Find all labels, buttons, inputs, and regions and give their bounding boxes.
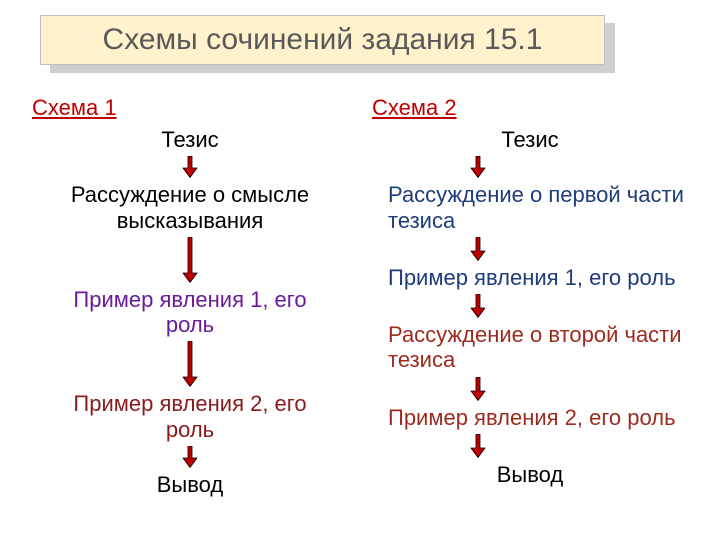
page-title: Схемы сочинений задания 15.1 (103, 23, 543, 57)
flow-node: Тезис (161, 127, 218, 152)
flow-node: Рассуждение о второй части тезиса (370, 322, 682, 373)
down-arrow-icon (470, 237, 486, 261)
flow-node: Рассуждение о первой части тезиса (370, 182, 684, 233)
down-arrow-icon (470, 156, 486, 178)
flow-node: Пример явления 1, егороль (73, 287, 306, 338)
title-container: Схемы сочинений задания 15.1 (40, 15, 605, 65)
title-box: Схемы сочинений задания 15.1 (40, 15, 605, 65)
flow-node: Пример явления 2, его роль (370, 405, 676, 430)
down-arrow-icon (470, 294, 486, 318)
schema-heading: Схема 2 (370, 95, 457, 121)
flow-node: Пример явления 2, егороль (73, 391, 306, 442)
down-arrow-icon (470, 434, 486, 458)
flow-node: Рассуждение о смыслевысказывания (71, 182, 309, 233)
column-schema-2: Схема 2 Тезис Рассуждение о первой части т… (360, 95, 700, 499)
down-arrow-icon (182, 237, 198, 283)
down-arrow-icon (182, 446, 198, 468)
down-arrow-icon (182, 341, 198, 387)
down-arrow-icon (470, 377, 486, 401)
down-arrow-icon (182, 156, 198, 178)
column-schema-1: Схема 1 Тезис Рассуждение о смыслевысказыв… (20, 95, 360, 499)
flow-node: Тезис (501, 127, 558, 152)
schema-heading: Схема 1 (30, 95, 117, 121)
flow-node: Вывод (497, 462, 564, 487)
flow-node: Вывод (157, 472, 224, 497)
flow-node: Пример явления 1, его роль (370, 265, 676, 290)
columns-container: Схема 1 Тезис Рассуждение о смыслевысказыв… (20, 95, 700, 499)
